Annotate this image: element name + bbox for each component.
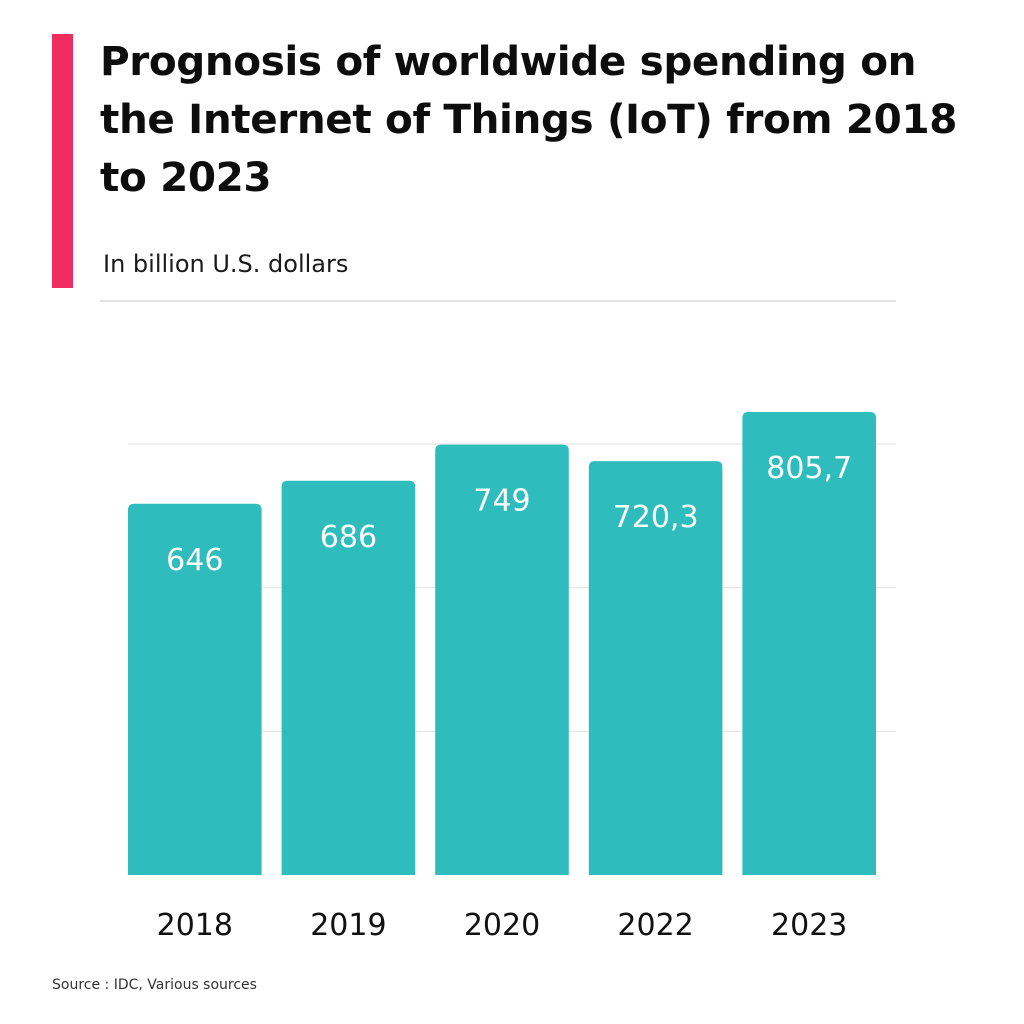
value-label-2022: 720,3 <box>613 500 699 535</box>
x-tick-label-2019: 2019 <box>310 908 386 943</box>
x-tick-labels: 2018 2019 2020 2022 2023 <box>157 908 848 943</box>
x-tick-label-2020: 2020 <box>464 908 540 943</box>
header-divider <box>100 300 896 302</box>
source-note: Source : IDC, Various sources <box>52 977 257 993</box>
x-tick-label-2022: 2022 <box>617 908 693 943</box>
value-label-2018: 646 <box>166 543 223 578</box>
bar-2018 <box>128 503 262 875</box>
value-label-2019: 686 <box>320 520 377 555</box>
value-label-2023: 805,7 <box>766 451 852 486</box>
value-labels: 646 686 749 720,3 805,7 <box>166 451 852 578</box>
chart-subtitle: In billion U.S. dollars <box>103 250 349 278</box>
x-tick-label-2023: 2023 <box>771 908 847 943</box>
chart-title: Prognosis of worldwide spending on the I… <box>100 37 958 201</box>
bar-2020 <box>435 444 569 875</box>
bar-2022 <box>588 461 723 875</box>
bar-2019 <box>281 480 416 875</box>
bar-2023 <box>742 411 876 875</box>
x-tick-label-2018: 2018 <box>157 908 233 943</box>
accent-bar <box>52 34 73 288</box>
value-label-2020: 749 <box>473 484 530 519</box>
bars <box>128 411 876 875</box>
